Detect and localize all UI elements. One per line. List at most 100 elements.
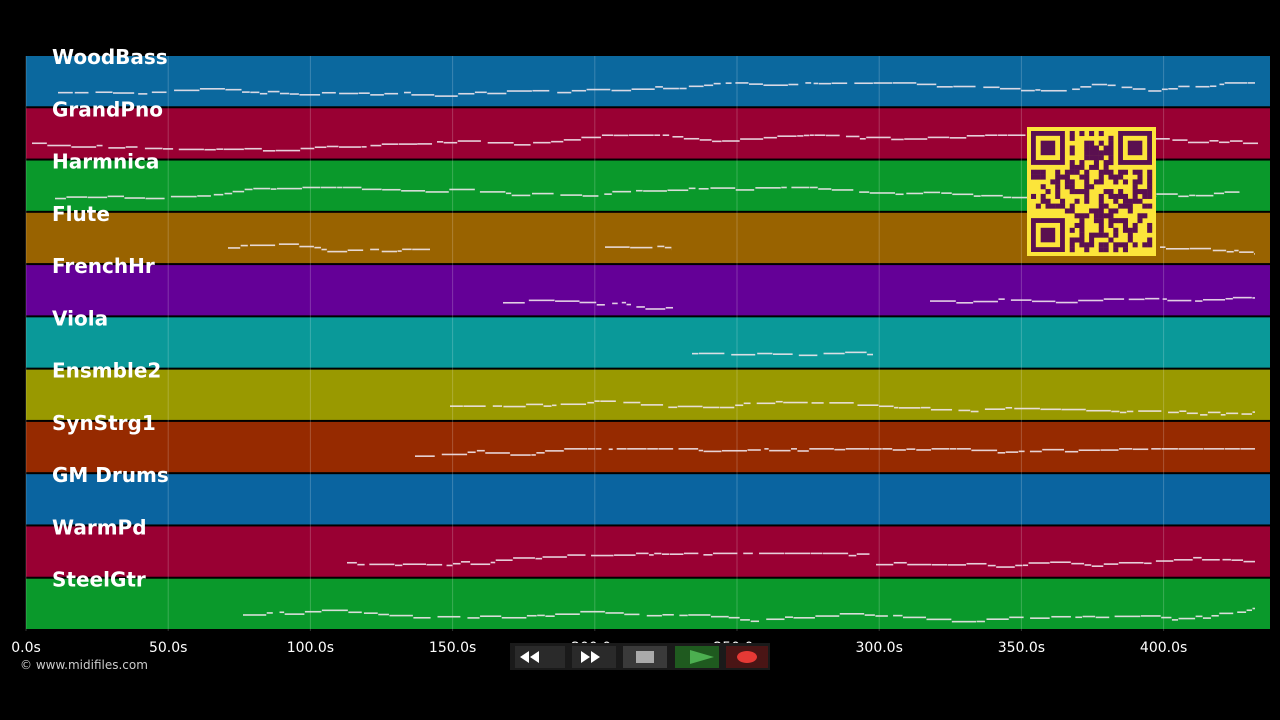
- qr-cell: [1103, 189, 1109, 195]
- note: [1231, 559, 1244, 561]
- qr-cell: [1069, 160, 1075, 166]
- note: [616, 448, 627, 450]
- note: [394, 564, 403, 567]
- qr-cell: [1103, 169, 1109, 175]
- note: [927, 136, 950, 139]
- qr-cell: [1060, 198, 1066, 204]
- qr-cell: [1089, 164, 1095, 170]
- note: [1138, 410, 1162, 412]
- note: [1030, 617, 1050, 619]
- note: [279, 611, 285, 614]
- rewind-button[interactable]: [515, 646, 565, 668]
- qr-cell: [1093, 232, 1099, 238]
- qr-cell: [1069, 145, 1075, 151]
- note: [531, 192, 554, 195]
- qr-cell: [1040, 184, 1046, 190]
- note: [973, 300, 998, 303]
- note: [640, 404, 664, 406]
- note: [623, 401, 641, 404]
- note: [1156, 193, 1178, 195]
- qr-cell: [1069, 169, 1075, 175]
- track-name: SteelGtr: [52, 568, 146, 592]
- note: [370, 94, 384, 96]
- qr-cell: [1137, 169, 1143, 175]
- note: [1009, 616, 1024, 619]
- note: [713, 552, 738, 555]
- qr-cell: [1113, 193, 1119, 199]
- note: [1232, 296, 1252, 299]
- note: [492, 405, 503, 407]
- qr-cell: [1040, 198, 1046, 204]
- time-label: 100.0s: [287, 640, 334, 656]
- note: [791, 186, 810, 189]
- note: [1100, 449, 1119, 451]
- note: [358, 92, 370, 94]
- note: [587, 401, 594, 404]
- qr-cell: [1079, 237, 1085, 243]
- note: [845, 351, 867, 354]
- rewind-icon: [520, 651, 539, 663]
- note: [425, 191, 449, 193]
- track-lane: [26, 421, 1270, 473]
- note: [957, 448, 971, 450]
- note: [636, 306, 645, 308]
- note: [898, 407, 921, 409]
- note: [803, 134, 810, 137]
- note: [514, 144, 531, 146]
- qr-cell: [1084, 247, 1090, 253]
- note: [1239, 251, 1254, 253]
- note: [605, 612, 624, 614]
- note: [818, 188, 832, 190]
- note: [487, 141, 514, 144]
- note: [370, 248, 380, 251]
- qr-cell: [1074, 222, 1080, 228]
- note: [213, 193, 224, 196]
- note: [894, 406, 899, 409]
- note: [892, 82, 917, 84]
- qr-cell: [1089, 131, 1095, 137]
- note: [784, 552, 811, 555]
- qr-cell: [1079, 222, 1085, 228]
- note: [663, 87, 679, 90]
- qr-cell: [1108, 145, 1114, 151]
- qr-cell: [1079, 189, 1085, 195]
- track-name: GrandPno: [52, 97, 163, 121]
- note: [411, 94, 435, 96]
- note: [555, 613, 580, 615]
- note: [55, 197, 66, 200]
- track-name: Harmnica: [52, 150, 159, 174]
- note: [635, 189, 643, 192]
- qr-cell: [1108, 169, 1114, 175]
- qr-cell: [1079, 232, 1085, 238]
- qr-cell: [1118, 169, 1124, 175]
- note: [402, 248, 412, 251]
- track-lane: [26, 578, 1270, 629]
- note: [624, 613, 640, 616]
- note: [831, 82, 848, 85]
- qr-cell: [1108, 160, 1114, 166]
- note: [662, 613, 674, 616]
- note: [289, 93, 299, 95]
- note: [1064, 450, 1079, 453]
- note: [1189, 194, 1196, 197]
- qr-cell: [1108, 193, 1114, 199]
- qr-cell: [1098, 140, 1104, 146]
- note: [810, 186, 818, 189]
- qr-cell: [1069, 227, 1075, 233]
- qr-cell: [1040, 193, 1046, 199]
- note: [1225, 297, 1233, 300]
- qr-cell: [1103, 160, 1109, 166]
- note: [1005, 406, 1013, 409]
- qr-cell: [1098, 169, 1104, 175]
- qr-cell: [1113, 208, 1119, 214]
- note: [1168, 88, 1178, 90]
- note: [749, 83, 763, 85]
- qr-cell: [1098, 247, 1104, 253]
- note: [735, 189, 755, 191]
- note: [743, 402, 751, 405]
- note: [1207, 411, 1221, 414]
- note: [698, 352, 725, 355]
- note: [467, 617, 480, 619]
- note: [450, 405, 463, 407]
- note: [413, 616, 431, 619]
